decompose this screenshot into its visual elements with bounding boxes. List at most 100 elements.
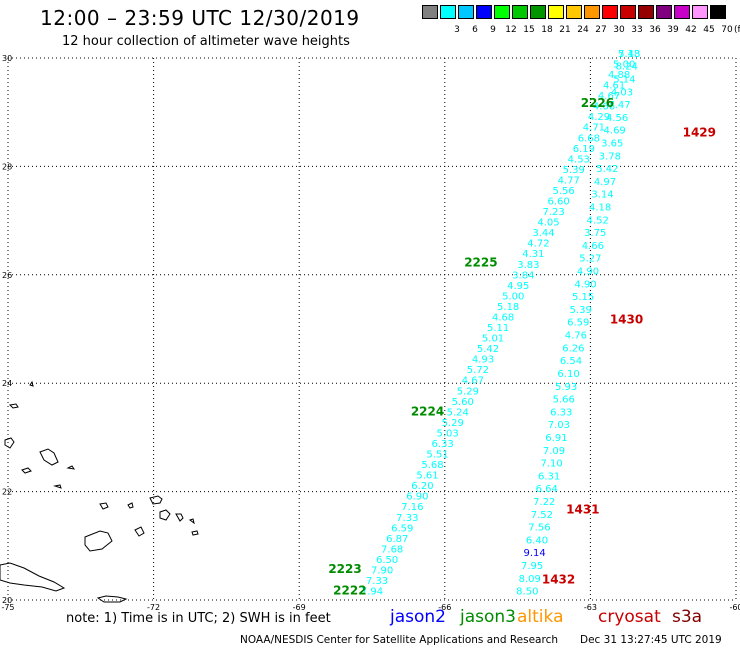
wave-height-value: 7.56 [528,523,550,534]
wave-height-value: 4.97 [594,177,616,188]
color-scale-tick-label: 70 [721,25,733,35]
satellite-legend-jason3: jason3 [460,607,516,627]
wave-height-value: 6.19 [573,144,595,155]
wave-height-value: 3.83 [517,260,539,271]
wave-height-value: 7.16 [401,502,423,513]
latitude-tick-label: 24 [2,379,12,388]
pass-time-label: 2226 [581,96,614,110]
satellite-legend-cryosat: cryosat [598,607,661,627]
wave-height-value: 3.14 [591,190,613,201]
satellite-legend-s3a: s3a [672,607,703,627]
color-scale-swatch [710,5,726,19]
color-scale-swatch [494,5,510,19]
lat-lon-grid [7,57,737,601]
color-scale-tick-label: 12 [505,25,517,35]
wave-height-value: 8.09 [519,574,541,585]
longitude-tick-label: -60 [729,603,740,612]
longitude-tick-label: -69 [293,603,306,612]
wave-height-value: 7.10 [540,459,562,470]
wave-height-value: 5.18 [618,49,640,60]
wave-height-value: 4.72 [527,239,549,250]
wave-height-value: 5.15 [572,292,594,303]
color-scale-unit: (ft) [734,25,740,35]
wave-height-value: 4.53 [568,154,590,165]
wave-height-value: 7.94 [361,587,383,598]
color-scale-tick-label: 45 [703,25,715,35]
wave-height-value: 5.24 [447,407,469,418]
wave-height-value: 6.59 [391,523,413,534]
wave-height-value: 3.84 [512,270,534,281]
wave-height-value: 7.52 [531,510,553,521]
wave-height-value: 5.39 [570,305,592,316]
color-scale-tick-label: 21 [559,25,571,35]
wave-height-value: 7.33 [366,576,388,587]
color-scale-swatch [620,5,636,19]
footer-credit: NOAA/NESDIS Center for Satellite Applica… [240,634,558,646]
pass-time-label: 1430 [610,313,643,327]
wave-height-value: 4.95 [507,281,529,292]
satellite-legend-altika: altika [517,607,564,627]
color-scale-tick-label: 24 [577,25,589,35]
color-scale-tick-label: 36 [649,25,661,35]
latitude-tick-label: 26 [2,271,12,280]
pass-time-label: 1429 [683,126,716,140]
longitude-tick-label: -72 [147,603,160,612]
wave-height-value: 6.33 [431,439,453,450]
wave-height-value: 6.10 [557,369,579,380]
color-scale-swatch [566,5,582,19]
color-scale-swatch [440,5,456,19]
wave-height-value: 6.40 [526,535,548,546]
color-scale-tick-label: 42 [685,25,697,35]
wave-height-value: 5.72 [467,365,489,376]
latitude-tick-label: 22 [2,488,12,497]
wave-height-value: 6.87 [386,534,408,545]
wave-height-value: 4.71 [583,123,605,134]
footer-date: Dec 31 13:27:45 UTC 2019 [580,634,722,646]
wave-height-value: 5.27 [579,254,601,265]
wave-height-value: 3.78 [599,151,621,162]
wave-height-value: 5.29 [457,386,479,397]
color-scale-swatch [422,5,438,19]
wave-height-value: 3.75 [584,228,606,239]
wave-height-value: 4.56 [606,113,628,124]
map-title: 12:00 – 23:59 UTC 12/30/2019 [40,6,360,30]
wave-height-value: 4.69 [604,126,626,137]
longitude-tick-label: -66 [438,603,451,612]
longitude-tick-label: -75 [1,603,14,612]
color-scale-swatch [692,5,708,19]
wave-height-value: 5.61 [416,471,438,482]
wave-height-value: 5.68 [421,460,443,471]
wave-height-value: 5.29 [442,418,464,429]
wave-height-value: 5.18 [497,302,519,313]
color-scale-swatch [476,5,492,19]
pass-time-label: 2225 [464,256,497,270]
wave-height-value: 7.43 [618,49,640,60]
axis-labels: -75 -72 -69 -66 -63 -60 30 28 26 24 22 20 [1,54,740,612]
color-scale-swatch [512,5,528,19]
color-scale-tick-label: 9 [490,25,496,35]
pass-time-label: 1431 [566,502,599,516]
color-scale-tick-label: 15 [523,25,535,35]
wave-height-value: 6.54 [560,356,582,367]
color-scale-tick-label: 27 [595,25,607,35]
wave-height-value: 4.03 [611,87,633,98]
color-scale-swatch [674,5,690,19]
map-subtitle: 12 hour collection of altimeter wave hei… [62,34,350,49]
wave-height-value: 6.68 [578,133,600,144]
wave-height-value: 5.93 [555,382,577,393]
wave-height-value: 7.33 [396,513,418,524]
color-scale-tick-label: 18 [541,25,553,35]
wave-height-value: 4.90 [577,267,599,278]
wave-height-value: 4.67 [598,91,620,102]
color-scale-swatch [458,5,474,19]
wave-height-value: 5.03 [437,428,459,439]
wave-height-value: 4.77 [558,175,580,186]
wave-height-value: 5.00 [502,291,524,302]
wave-height-value: 4.68 [492,312,514,323]
color-scale-swatch [656,5,672,19]
wave-height-value: 6.26 [562,343,584,354]
color-scale-swatch [530,5,546,19]
wave-height-value: 4.18 [589,203,611,214]
wave-height-value: 5.42 [477,344,499,355]
